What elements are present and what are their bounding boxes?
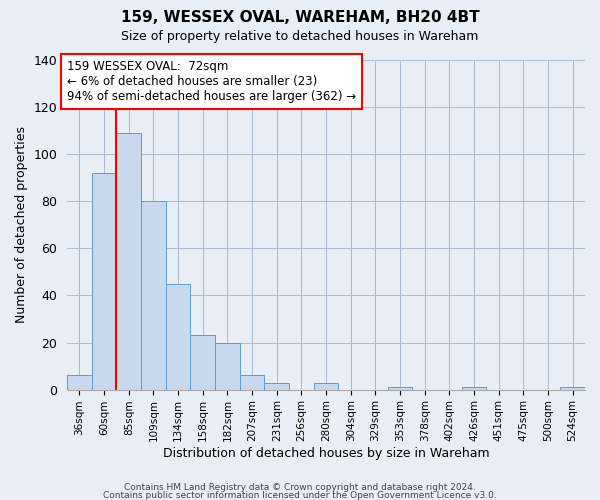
Text: 159 WESSEX OVAL:  72sqm
← 6% of detached houses are smaller (23)
94% of semi-det: 159 WESSEX OVAL: 72sqm ← 6% of detached …	[67, 60, 356, 103]
Text: Size of property relative to detached houses in Wareham: Size of property relative to detached ho…	[121, 30, 479, 43]
Bar	[190, 336, 215, 390]
Bar	[388, 387, 412, 390]
Bar	[314, 382, 338, 390]
Text: Contains HM Land Registry data © Crown copyright and database right 2024.: Contains HM Land Registry data © Crown c…	[124, 484, 476, 492]
Bar	[92, 173, 116, 390]
Bar	[116, 133, 141, 390]
Bar	[265, 382, 289, 390]
Bar	[215, 342, 240, 390]
X-axis label: Distribution of detached houses by size in Wareham: Distribution of detached houses by size …	[163, 447, 490, 460]
Bar	[462, 387, 487, 390]
Y-axis label: Number of detached properties: Number of detached properties	[15, 126, 28, 324]
Text: Contains public sector information licensed under the Open Government Licence v3: Contains public sector information licen…	[103, 490, 497, 500]
Bar	[166, 284, 190, 390]
Bar	[141, 202, 166, 390]
Bar	[560, 387, 585, 390]
Bar	[67, 376, 92, 390]
Bar	[240, 376, 265, 390]
Text: 159, WESSEX OVAL, WAREHAM, BH20 4BT: 159, WESSEX OVAL, WAREHAM, BH20 4BT	[121, 10, 479, 25]
